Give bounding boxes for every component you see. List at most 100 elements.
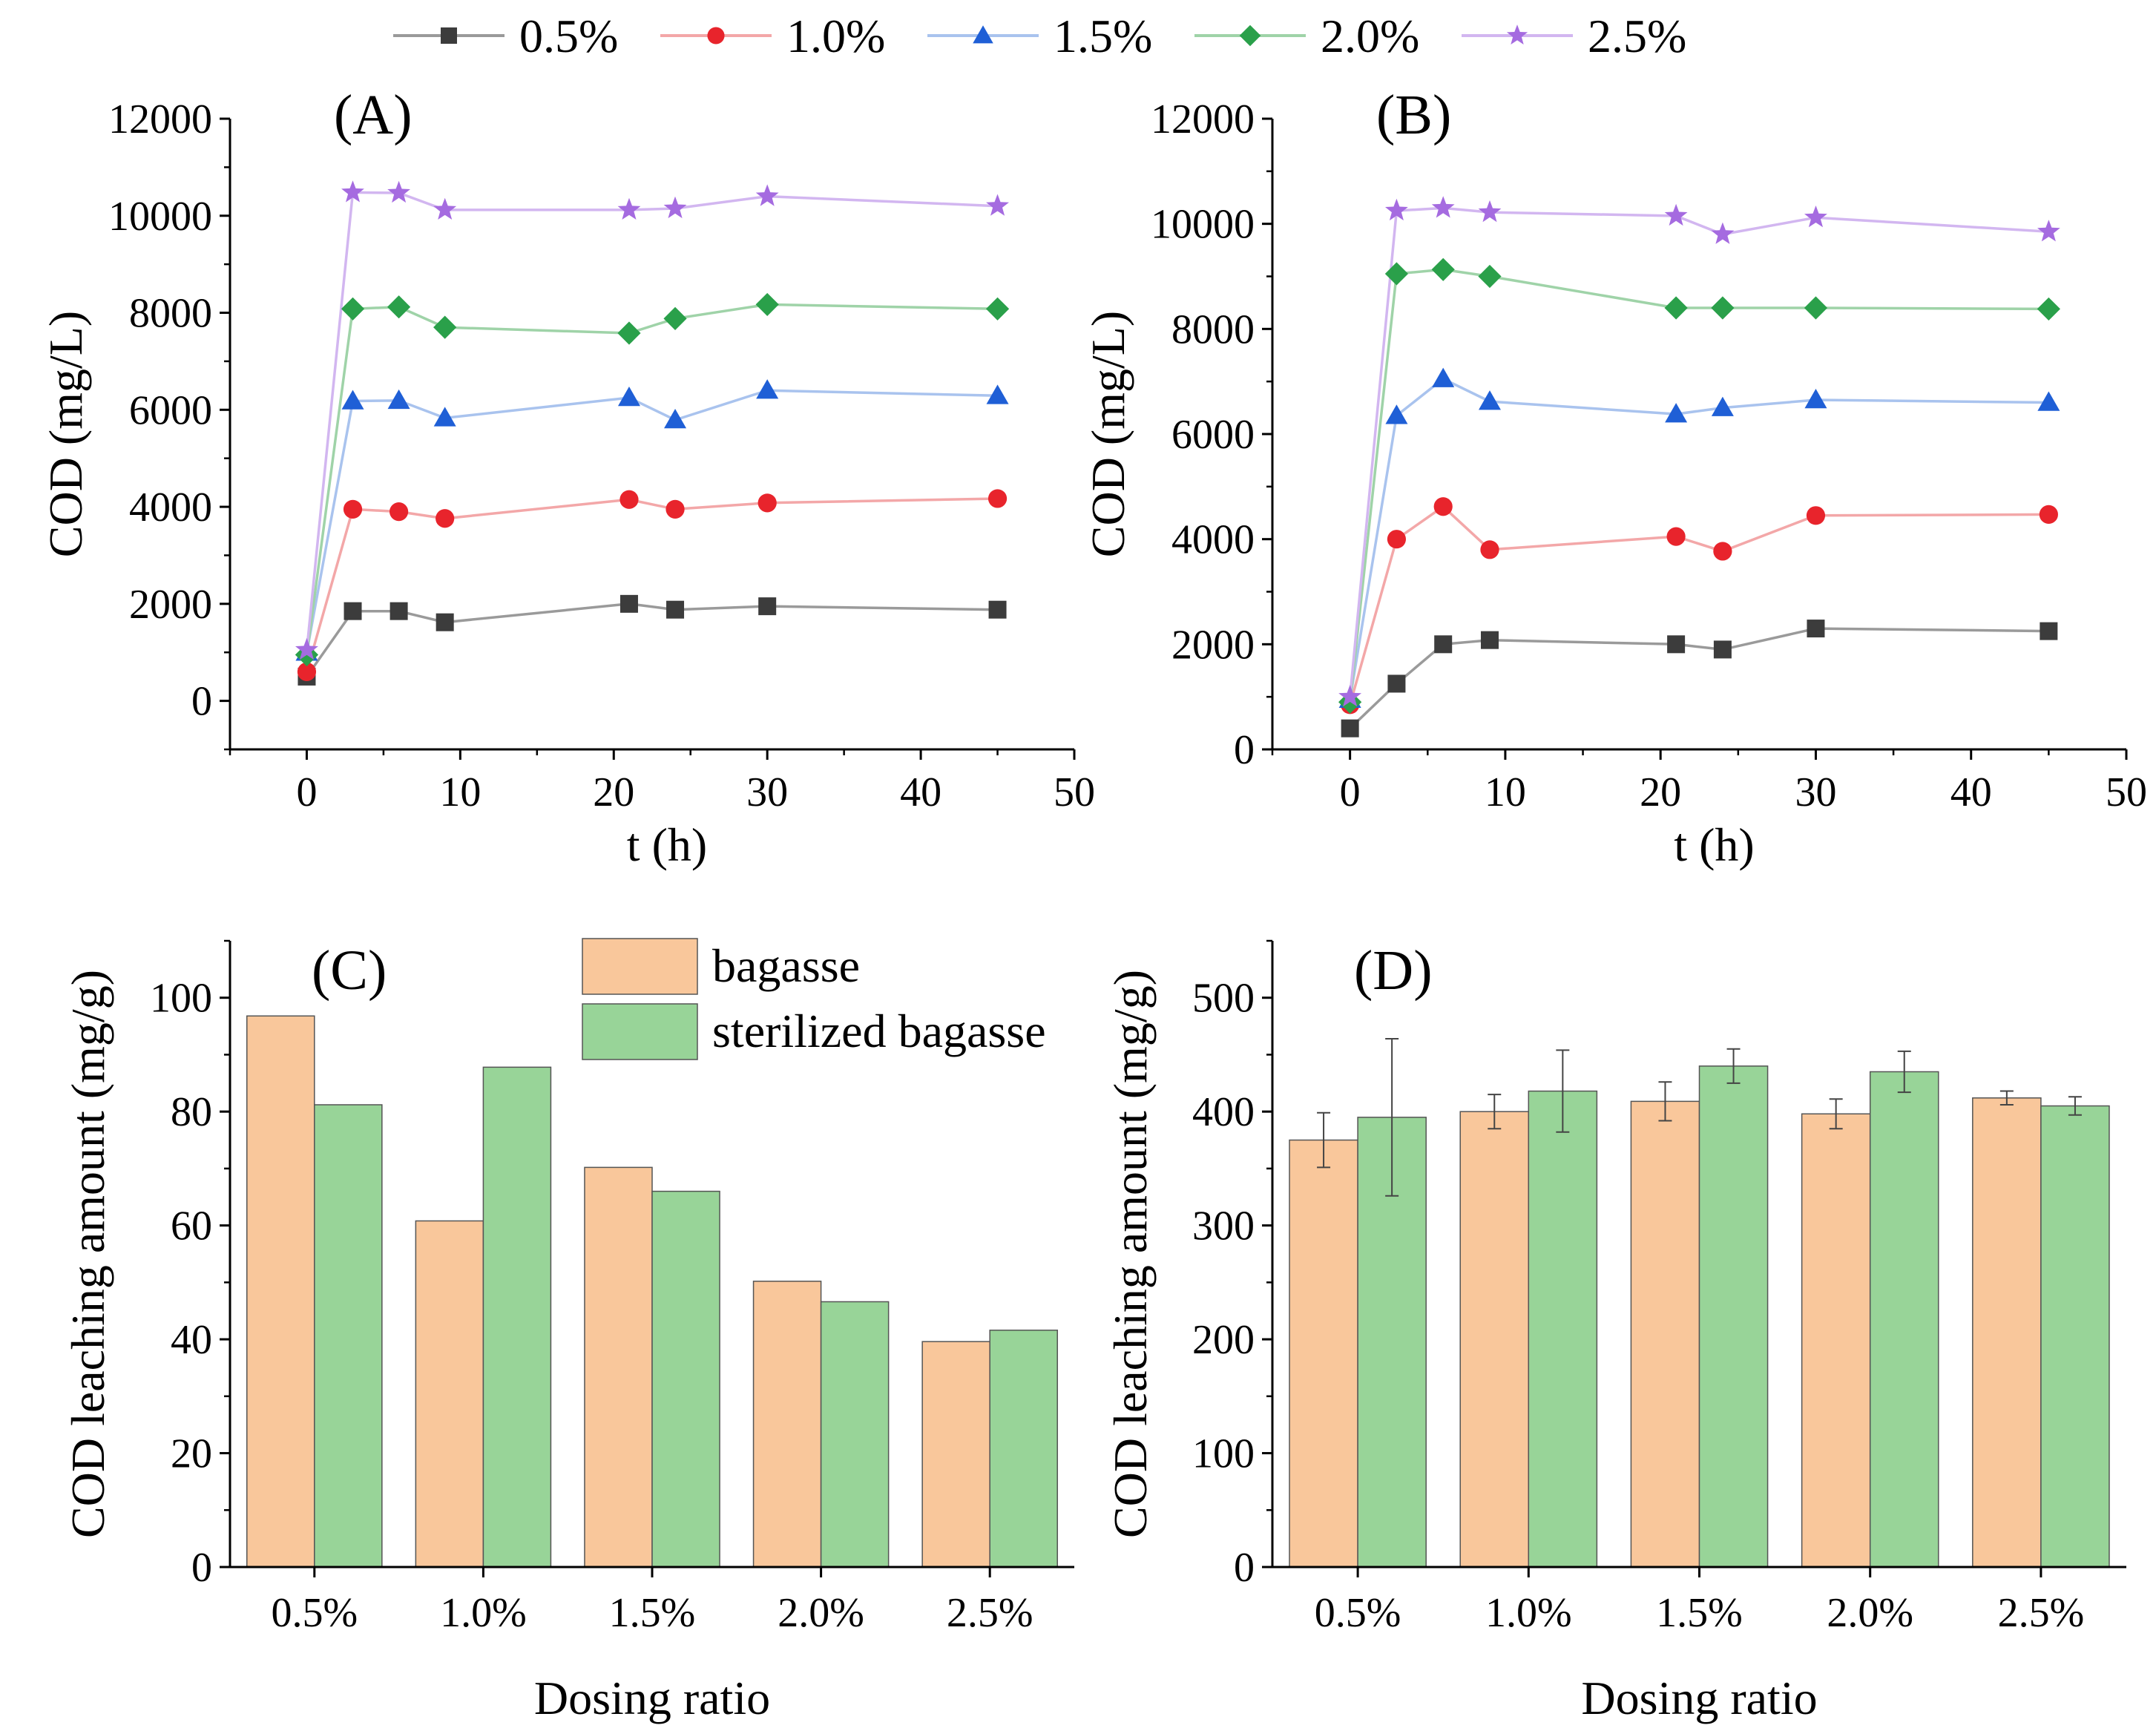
data-point-square	[988, 600, 1007, 619]
x-tick-label: 2.0%	[778, 1590, 864, 1636]
data-point-star	[986, 194, 1009, 216]
data-point-star	[387, 180, 410, 203]
x-tick-label: 0.5%	[271, 1590, 358, 1636]
bar-bagasse	[1630, 1100, 1700, 1568]
chart-panel-b: 0 2000 4000 6000 8000 10000 12000 0 10 20 30 40 50 t …	[1082, 84, 2147, 871]
bar-bagasse	[415, 1220, 484, 1568]
series-line	[1348, 377, 2049, 700]
y-tick-label: 60	[171, 1203, 212, 1249]
data-point-square	[436, 613, 454, 631]
x-tick-label: 2.5%	[1998, 1590, 2085, 1636]
bar-sterilized	[314, 1104, 383, 1568]
y-tick-label: 200	[1192, 1317, 1255, 1363]
data-point-diamond	[985, 297, 1010, 321]
chart-panel-c: 0 20 40 60 80 100 0.5% 1.0% 1.5% 2.0% 2.5% Dosing r…	[62, 938, 1074, 1724]
data-point-square	[390, 602, 408, 620]
data-point-square	[1434, 635, 1453, 654]
panel-label: (A)	[334, 84, 413, 146]
data-point-square	[1341, 719, 1359, 738]
bar-sterilized	[1869, 1071, 1939, 1568]
bar-bagasse	[1972, 1097, 2042, 1568]
data-point-triangle	[341, 390, 364, 410]
data-point-triangle	[617, 386, 640, 407]
data-point-diamond	[1804, 296, 1828, 320]
data-point-triangle	[664, 409, 687, 429]
series-line	[1348, 268, 2049, 703]
series-line	[305, 497, 998, 672]
y-tick-label: 0	[191, 1545, 212, 1591]
data-point-star	[433, 197, 457, 220]
data-point-square	[758, 597, 777, 616]
data-point-star	[755, 184, 779, 206]
x-tick-label: 10	[1485, 769, 1526, 815]
y-tick-label: 0	[1234, 1545, 1255, 1591]
bar-sterilized	[482, 1066, 552, 1568]
data-point-circle	[1387, 530, 1407, 549]
y-tick-label: 80	[171, 1089, 212, 1135]
panel-label: (B)	[1376, 84, 1451, 146]
data-point-triangle	[387, 389, 410, 410]
x-tick-label: 20	[593, 769, 634, 815]
bar-sterilized	[1528, 1090, 1598, 1568]
data-point-diamond	[617, 321, 641, 345]
data-point-star	[1338, 685, 1361, 707]
data-point-triangle	[2037, 391, 2060, 411]
data-point-diamond	[1384, 262, 1409, 286]
x-tick-label: 1.5%	[1656, 1590, 1743, 1636]
data-point-circle	[436, 509, 455, 528]
data-point-circle	[757, 493, 777, 513]
bar-bagasse	[246, 1015, 315, 1568]
chart-panel-a: 0 2000 4000 6000 8000 10000 12000 0 10 20 30 40 50 t …	[39, 84, 1095, 871]
x-tick-label: 2.5%	[947, 1590, 1033, 1636]
data-point-triangle	[986, 384, 1009, 404]
x-tick-label: 20	[1640, 769, 1681, 815]
x-tick-label: 1.0%	[440, 1590, 527, 1636]
y-tick-label: 10000	[108, 194, 212, 240]
data-point-star	[1478, 200, 1502, 223]
y-tick-label: 8000	[129, 291, 212, 337]
data-point-square	[1713, 640, 1732, 659]
bar-sterilized	[989, 1330, 1058, 1568]
legend-marker-star	[1506, 24, 1528, 45]
data-point-triangle	[1385, 404, 1408, 424]
series-line	[1348, 206, 2049, 697]
data-point-triangle	[1665, 403, 1688, 423]
data-point-diamond	[663, 306, 687, 330]
series-line	[306, 602, 998, 677]
data-point-star	[295, 637, 318, 660]
legend-label: 1.5%	[1054, 10, 1152, 62]
x-axis-label: t (h)	[627, 818, 707, 871]
x-tick-label: 40	[1950, 769, 1992, 815]
x-tick-label: 2.0%	[1827, 1590, 1913, 1636]
legend-label-sterilized: sterilized bagasse	[712, 1005, 1046, 1057]
bar-bagasse	[1289, 1139, 1358, 1568]
data-point-square	[619, 594, 638, 613]
legend-label: 1.0%	[786, 10, 885, 62]
x-axis-label: Dosing ratio	[1581, 1672, 1817, 1724]
legend-label: 2.0%	[1321, 10, 1419, 62]
data-point-triangle	[1432, 367, 1455, 387]
data-point-triangle	[756, 379, 779, 399]
y-tick-label: 12000	[108, 96, 212, 142]
panel-label: (D)	[1354, 939, 1433, 1002]
data-point-diamond	[387, 295, 411, 319]
data-point-circle	[390, 502, 409, 522]
y-tick-label: 4000	[1171, 517, 1255, 563]
data-point-triangle	[1711, 396, 1734, 416]
x-tick-label: 40	[900, 769, 941, 815]
y-tick-label: 10000	[1151, 202, 1255, 248]
legend-label-bagasse: bagasse	[712, 939, 860, 992]
legend-swatch-sterilized	[582, 1003, 698, 1060]
data-point-square	[1387, 674, 1406, 693]
y-tick-label: 40	[171, 1317, 212, 1363]
data-point-star	[341, 180, 364, 203]
chart-panel-d: 0 100 200 300 400 500 0.5% 1.0% 1.5% 2.0% 2.5% Dosi…	[1104, 939, 2126, 1724]
legend-marker-circle	[707, 27, 725, 45]
panel-label: (C)	[312, 939, 387, 1002]
series-line	[1349, 627, 2049, 729]
bar-bagasse	[1801, 1113, 1871, 1568]
data-point-square	[1480, 631, 1499, 649]
data-point-square	[1807, 620, 1825, 638]
data-point-diamond	[1664, 296, 1688, 320]
